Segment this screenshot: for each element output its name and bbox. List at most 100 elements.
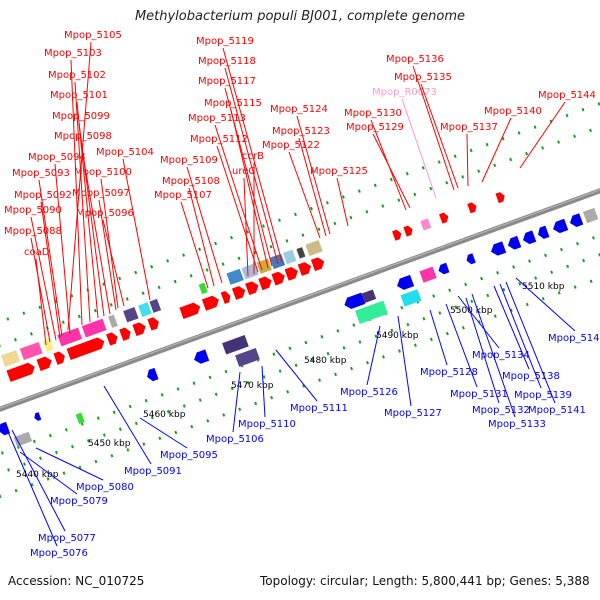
track-tick — [189, 274, 193, 278]
track-tick — [589, 128, 592, 133]
track-tick — [438, 311, 442, 315]
gene-label: Mpop_5101 — [50, 90, 108, 101]
track-tick — [581, 107, 585, 112]
genome-summary: Topology: circular; Length: 5,800,441 bp… — [260, 574, 590, 588]
leader-line — [122, 158, 151, 301]
leader-line — [222, 47, 283, 263]
track-tick — [14, 488, 18, 493]
track-tick — [429, 186, 433, 191]
track-tick — [224, 369, 228, 374]
leader-line — [7, 431, 58, 547]
track-tick — [262, 375, 266, 379]
track-tick — [23, 462, 26, 466]
track-tick — [432, 294, 436, 298]
gene-box — [108, 314, 118, 328]
leader-line — [80, 142, 111, 315]
gene-label: Mpop_5136 — [386, 54, 444, 65]
leader-line — [180, 201, 209, 289]
track-tick — [421, 166, 425, 170]
track-tick — [480, 276, 484, 281]
track-tick — [477, 169, 481, 173]
gene-arrow — [34, 412, 42, 421]
leader-line — [275, 349, 318, 402]
track-tick — [278, 218, 281, 222]
gene-label: Mpop_5132 — [472, 405, 530, 416]
track-tick — [445, 180, 449, 185]
scale-label: 5460 kbp — [143, 410, 186, 420]
gene-box — [81, 318, 107, 338]
track-tick — [174, 430, 178, 435]
track-tick — [118, 427, 122, 431]
track-tick — [493, 314, 497, 318]
track-tick — [525, 302, 529, 307]
gene-label: Mpop_5106 — [206, 434, 264, 445]
gene-label: Mpop_5135 — [394, 72, 452, 83]
track-tick — [64, 428, 68, 432]
track-tick — [557, 140, 561, 144]
leader-line — [420, 83, 459, 189]
track-tick — [246, 380, 250, 385]
track-tick — [528, 259, 532, 263]
track-tick — [144, 398, 148, 403]
track-tick — [272, 352, 276, 356]
leader-line — [11, 429, 66, 532]
gene-box — [419, 266, 437, 283]
gene-box — [256, 258, 272, 274]
track-tick — [6, 317, 10, 321]
track-tick — [325, 201, 329, 205]
track-tick — [214, 392, 218, 397]
scale-label: 5470 kbp — [231, 381, 274, 391]
gene-label: Mpop_5125 — [310, 166, 368, 177]
track-tick — [461, 175, 465, 179]
leader-line — [397, 315, 412, 407]
track-tick — [406, 322, 410, 327]
gene-label: Mpop_R0073 — [372, 87, 437, 98]
track-tick — [61, 320, 65, 325]
track-tick — [278, 369, 282, 373]
gene-label: Mpop_5109 — [160, 155, 218, 166]
scale-label: 5500 kbp — [450, 306, 493, 316]
scale-label: 5440 kbp — [16, 470, 59, 480]
track-tick — [102, 433, 106, 437]
gene-arrow — [495, 192, 505, 204]
gene-label: Mpop_5098 — [54, 131, 112, 142]
track-tick — [109, 303, 113, 307]
gene-label: Mpop_5077 — [38, 533, 96, 544]
gene-box — [305, 240, 323, 257]
track-tick — [509, 157, 513, 162]
leader-line — [30, 237, 51, 343]
leader-line — [100, 178, 119, 309]
track-tick — [560, 247, 563, 252]
gene-label: Mpop_5076 — [30, 548, 88, 559]
leader-line — [224, 87, 273, 267]
leader-line — [230, 109, 269, 269]
track-tick — [310, 357, 314, 362]
leader-line — [214, 124, 263, 271]
track-tick — [304, 340, 308, 345]
track-tick — [221, 262, 225, 266]
gene-label: Mpop_5119 — [196, 36, 254, 47]
track-tick — [357, 189, 361, 193]
track-tick — [262, 224, 265, 228]
leader-line — [216, 145, 259, 273]
track-tick — [398, 349, 401, 353]
track-tick — [544, 253, 547, 258]
track-tick — [365, 210, 369, 214]
track-tick — [573, 134, 576, 138]
track-tick — [208, 375, 212, 380]
gene-box — [0, 350, 21, 367]
gene-label: Mpop_5090 — [4, 205, 62, 216]
gene-label: Mpop_5100 — [74, 167, 132, 178]
track-tick — [326, 351, 330, 356]
gene-arrow — [397, 274, 415, 290]
track-tick — [93, 308, 97, 313]
track-tick — [142, 442, 146, 446]
track-tick — [464, 282, 468, 287]
gene-label: Mpop_5139 — [514, 390, 572, 401]
track-tick — [317, 227, 321, 232]
track-tick — [190, 424, 194, 429]
track-tick — [550, 270, 554, 274]
track-tick — [352, 323, 356, 327]
track-tick — [413, 192, 417, 197]
